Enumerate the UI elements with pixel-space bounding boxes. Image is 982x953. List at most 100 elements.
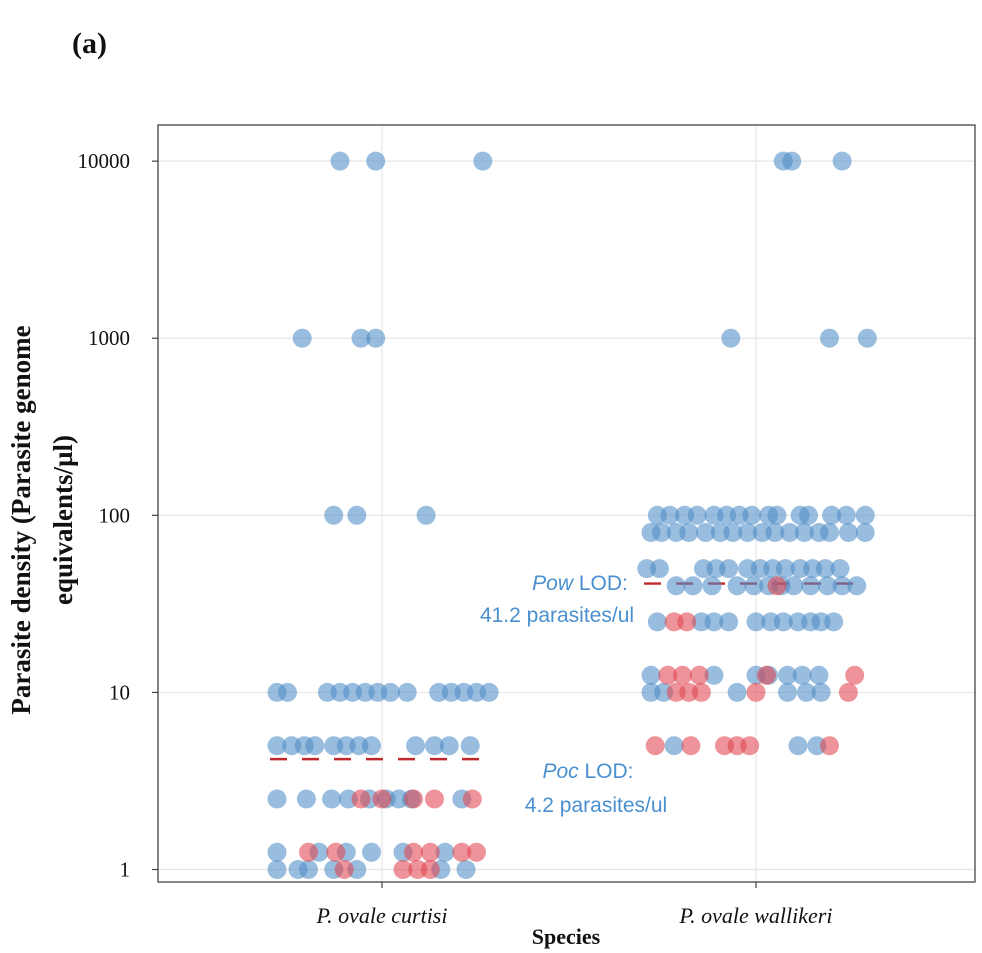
point-red-20 [690, 666, 709, 685]
point-red-26 [747, 683, 766, 702]
point-red-7 [404, 843, 423, 862]
point-blue-26 [305, 736, 324, 755]
point-blue-98 [719, 559, 738, 578]
point-blue-140 [778, 683, 797, 702]
point-blue-108 [684, 576, 703, 595]
point-red-27 [839, 683, 858, 702]
x-axis-ticks: P. ovale curtisi P. ovale wallikeri [316, 882, 833, 928]
point-blue-66 [688, 506, 707, 525]
point-blue-7 [347, 506, 366, 525]
y-tick-label-4: 10000 [78, 149, 131, 173]
point-blue-5 [366, 329, 385, 348]
point-blue-35 [268, 790, 287, 809]
point-blue-8 [417, 506, 436, 525]
y-tick-label-3: 1000 [88, 326, 130, 350]
point-red-22 [845, 666, 864, 685]
point-blue-76 [837, 506, 856, 525]
point-blue-91 [820, 523, 839, 542]
point-blue-72 [768, 506, 787, 525]
point-blue-52 [299, 860, 318, 879]
x-tick-label-0: P. ovale curtisi [316, 903, 448, 928]
point-blue-59 [833, 152, 852, 171]
point-blue-6 [324, 506, 343, 525]
point-red-19 [673, 666, 692, 685]
point-blue-62 [858, 329, 877, 348]
point-blue-34 [461, 736, 480, 755]
y-axis-ticks: 1 10 100 1000 10000 [78, 149, 159, 881]
y-tick-label-1: 10 [109, 680, 130, 704]
point-blue-119 [648, 612, 667, 631]
point-red-25 [692, 683, 711, 702]
y-axis-title-line2: equivalents/µl) [48, 435, 78, 605]
point-blue-44 [268, 843, 287, 862]
point-blue-115 [801, 576, 820, 595]
point-blue-109 [702, 576, 721, 595]
poc-lod-italic: Poc [542, 760, 579, 783]
point-blue-56 [457, 860, 476, 879]
point-blue-74 [799, 506, 818, 525]
point-blue-47 [362, 843, 381, 862]
point-blue-22 [480, 683, 499, 702]
x-axis-title: Species [532, 924, 601, 949]
point-red-17 [677, 612, 696, 631]
pow-lod-label: Pow LOD: [532, 572, 628, 595]
point-blue-130 [642, 666, 661, 685]
point-blue-122 [719, 612, 738, 631]
point-blue-10 [278, 683, 297, 702]
point-red-33 [820, 736, 839, 755]
point-blue-37 [322, 790, 341, 809]
point-blue-139 [728, 683, 747, 702]
point-blue-81 [679, 523, 698, 542]
point-blue-93 [856, 523, 875, 542]
pow-lod-italic: Pow [532, 572, 575, 595]
point-red-8 [421, 843, 440, 862]
point-blue-107 [667, 576, 686, 595]
point-red-11 [335, 860, 354, 879]
point-blue-16 [381, 683, 400, 702]
pow-lod-annotation: Pow LOD: 41.2 parasites/ul [480, 572, 634, 627]
point-blue-61 [820, 329, 839, 348]
point-blue-36 [297, 790, 316, 809]
point-red-2 [404, 790, 423, 809]
point-blue-17 [398, 683, 417, 702]
point-blue-136 [810, 666, 829, 685]
point-red-0 [352, 790, 371, 809]
point-blue-2 [473, 152, 492, 171]
poc-lod-annotation: Poc LOD: 4.2 parasites/ul [525, 760, 667, 817]
point-blue-1 [366, 152, 385, 171]
point-blue-129 [824, 612, 843, 631]
point-blue-106 [831, 559, 850, 578]
point-red-32 [740, 736, 759, 755]
x-tick-label-1: P. ovale wallikeri [679, 903, 833, 928]
poc-lod-value: 4.2 parasites/ul [525, 794, 667, 817]
point-blue-110 [728, 576, 747, 595]
pow-lod-value: 41.2 parasites/ul [480, 604, 634, 627]
poc-lod-rest: LOD: [579, 760, 634, 783]
point-blue-95 [650, 559, 669, 578]
point-blue-3 [293, 329, 312, 348]
y-axis-title-line1: Parasite density (Parasite genome [6, 325, 36, 714]
point-red-5 [299, 843, 318, 862]
point-blue-114 [784, 576, 803, 595]
point-red-6 [326, 843, 345, 862]
point-blue-77 [856, 506, 875, 525]
point-red-15 [768, 576, 787, 595]
pow-lod-rest: LOD: [573, 572, 628, 595]
point-red-29 [681, 736, 700, 755]
point-blue-135 [793, 666, 812, 685]
panel-label: (a) [72, 27, 107, 60]
point-blue-143 [665, 736, 684, 755]
point-blue-50 [268, 860, 287, 879]
point-blue-0 [331, 152, 350, 171]
point-red-3 [425, 790, 444, 809]
y-tick-label-0: 1 [120, 858, 131, 882]
point-red-4 [463, 790, 482, 809]
point-red-14 [421, 860, 440, 879]
point-blue-144 [789, 736, 808, 755]
point-blue-30 [362, 736, 381, 755]
point-blue-58 [782, 152, 801, 171]
point-red-21 [757, 666, 776, 685]
point-blue-70 [742, 506, 761, 525]
point-blue-60 [721, 329, 740, 348]
